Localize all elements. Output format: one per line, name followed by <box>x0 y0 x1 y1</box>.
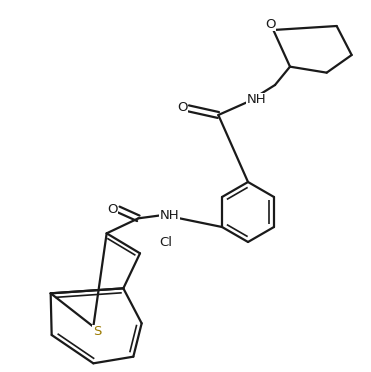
Text: Cl: Cl <box>160 236 173 249</box>
Text: S: S <box>93 325 102 338</box>
Text: O: O <box>107 203 118 216</box>
Text: NH: NH <box>246 93 266 106</box>
Text: NH: NH <box>160 208 179 221</box>
Text: O: O <box>265 17 276 31</box>
Text: O: O <box>177 101 188 114</box>
